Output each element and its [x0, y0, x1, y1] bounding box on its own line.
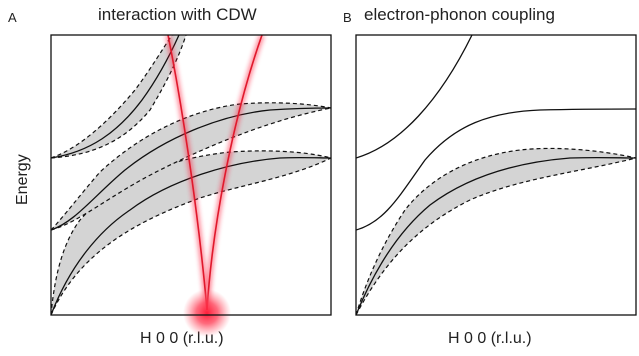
band-a3-curve	[51, 156, 331, 315]
panel-a-letter: A	[8, 10, 17, 25]
band-b3-lower	[356, 157, 636, 315]
panel-a-content	[51, 35, 331, 315]
band-a2-lower	[51, 107, 331, 231]
band-b2-curve	[356, 108, 636, 231]
band-b3-shading	[356, 148, 636, 315]
panel-b-content	[356, 35, 636, 315]
panel-a-frame	[50, 34, 332, 316]
band-a1-upper	[51, 35, 173, 159]
panel-b-x-axis-label: H 0 0 (r.l.u.)	[448, 330, 532, 347]
band-a2-upper	[51, 102, 331, 231]
panel-b-frame	[355, 34, 637, 316]
band-a1-lower	[51, 35, 187, 159]
cdw-peak-glow	[183, 289, 231, 337]
panel-b-title: electron-phonon coupling	[364, 5, 555, 24]
band-a3-lower	[51, 157, 331, 315]
panel-a-title: interaction with CDW	[98, 5, 257, 24]
cdw-line-left	[167, 35, 208, 311]
band-a1-shading	[51, 35, 186, 158]
panel-b-letter: B	[343, 10, 352, 25]
band-a2-curve	[51, 107, 331, 231]
band-b3-curve	[356, 156, 636, 315]
band-b1-curve	[356, 35, 473, 159]
band-a1-curve	[51, 35, 180, 159]
cdw-line-right	[206, 35, 263, 311]
